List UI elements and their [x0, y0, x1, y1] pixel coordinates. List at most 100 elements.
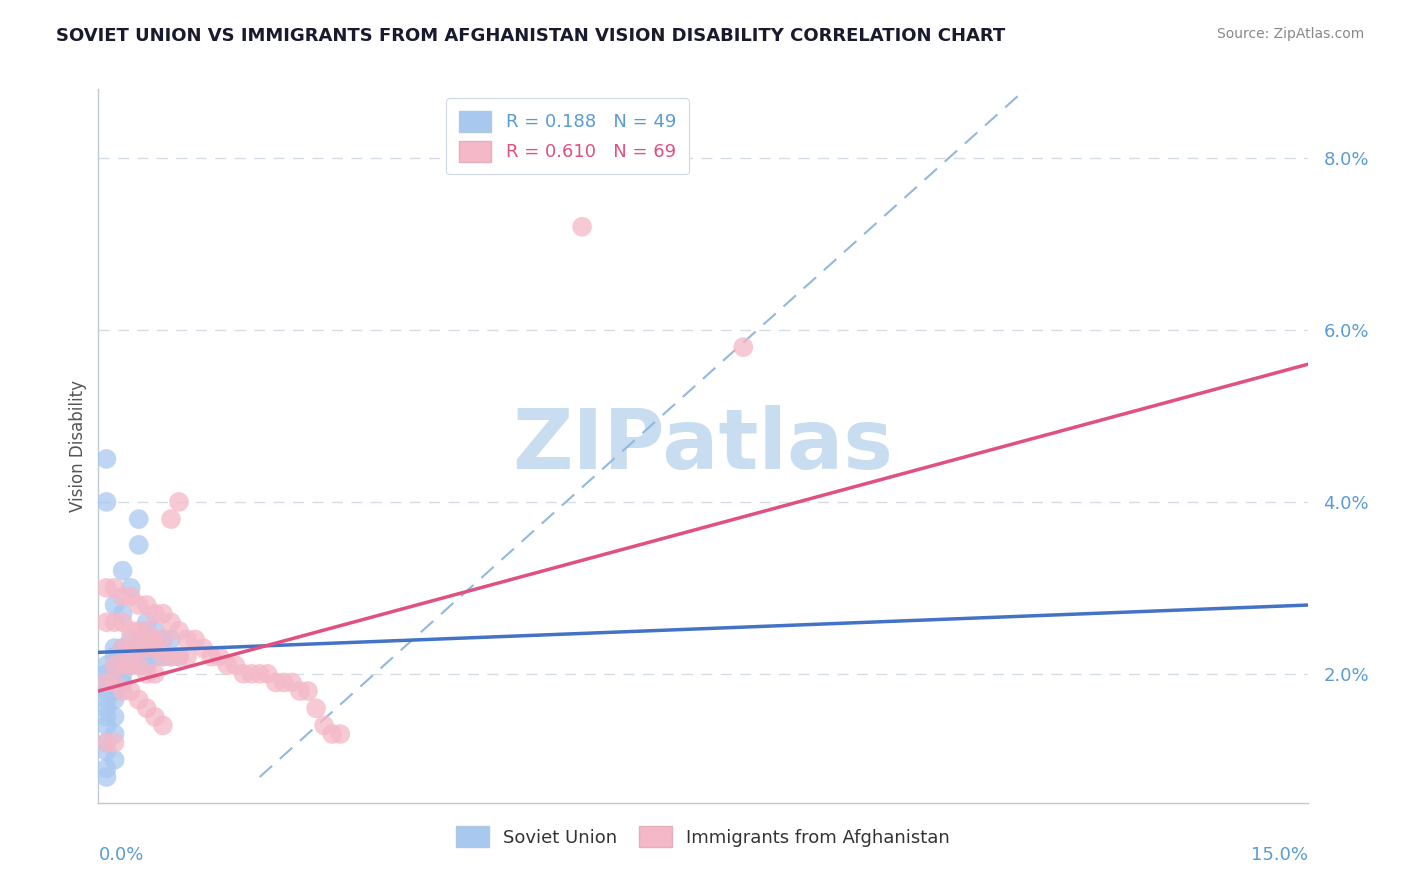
Point [103, 675, 125, 690]
Point [120, 632, 142, 647]
Text: ZIPatlas: ZIPatlas [513, 406, 893, 486]
Point [103, 710, 125, 724]
Point [103, 736, 125, 750]
Point [143, 666, 166, 681]
Point [160, 615, 183, 630]
Point [160, 649, 183, 664]
Point [135, 641, 157, 656]
Point [176, 632, 198, 647]
Point [264, 675, 287, 690]
Point [96, 675, 118, 690]
Point [103, 649, 125, 664]
Point [111, 641, 134, 656]
Point [305, 701, 328, 715]
Point [167, 495, 190, 509]
Point [96, 736, 118, 750]
Point [96, 770, 118, 784]
Point [96, 684, 118, 698]
Point [152, 607, 174, 621]
Point [143, 632, 166, 647]
Point [96, 701, 118, 715]
Point [249, 666, 271, 681]
Point [314, 718, 336, 732]
Point [160, 512, 183, 526]
Point [111, 607, 134, 621]
Point [96, 495, 118, 509]
Point [135, 701, 157, 715]
Point [167, 649, 190, 664]
Legend: Soviet Union, Immigrants from Afghanistan: Soviet Union, Immigrants from Afghanista… [446, 815, 960, 858]
Point [103, 727, 125, 741]
Point [96, 736, 118, 750]
Point [184, 632, 207, 647]
Point [193, 641, 215, 656]
Point [208, 649, 231, 664]
Point [103, 666, 125, 681]
Point [240, 666, 263, 681]
Text: 0.0%: 0.0% [98, 846, 143, 863]
Point [111, 641, 134, 656]
Point [288, 684, 311, 698]
Point [232, 666, 254, 681]
Point [96, 581, 118, 595]
Point [281, 675, 304, 690]
Point [321, 727, 343, 741]
Point [103, 753, 125, 767]
Point [273, 675, 295, 690]
Point [111, 658, 134, 673]
Point [96, 675, 118, 690]
Point [103, 641, 125, 656]
Point [96, 718, 118, 732]
Point [120, 658, 142, 673]
Point [167, 649, 190, 664]
Point [128, 512, 150, 526]
Point [96, 710, 118, 724]
Point [111, 615, 134, 630]
Point [111, 564, 134, 578]
Point [224, 658, 246, 673]
Point [128, 538, 150, 552]
Point [135, 624, 157, 638]
Point [256, 666, 278, 681]
Point [152, 718, 174, 732]
Point [135, 615, 157, 630]
Point [103, 675, 125, 690]
Point [103, 598, 125, 612]
Point [128, 641, 150, 656]
Point [152, 632, 174, 647]
Point [571, 219, 593, 234]
Point [143, 641, 166, 656]
Point [128, 658, 150, 673]
Point [111, 666, 134, 681]
Point [143, 607, 166, 621]
Point [96, 451, 118, 466]
Point [103, 658, 125, 673]
Point [111, 590, 134, 604]
Text: 15.0%: 15.0% [1250, 846, 1308, 863]
Point [111, 684, 134, 698]
Point [111, 658, 134, 673]
Point [135, 598, 157, 612]
Point [120, 624, 142, 638]
Point [120, 658, 142, 673]
Point [96, 658, 118, 673]
Point [200, 649, 222, 664]
Point [176, 649, 198, 664]
Point [103, 615, 125, 630]
Point [96, 666, 118, 681]
Text: Source: ZipAtlas.com: Source: ZipAtlas.com [1216, 27, 1364, 41]
Point [120, 581, 142, 595]
Point [128, 658, 150, 673]
Point [120, 590, 142, 604]
Point [152, 649, 174, 664]
Point [96, 744, 118, 758]
Point [111, 675, 134, 690]
Point [160, 649, 183, 664]
Point [217, 658, 239, 673]
Point [96, 761, 118, 775]
Point [135, 641, 157, 656]
Point [128, 641, 150, 656]
Point [143, 649, 166, 664]
Point [128, 624, 150, 638]
Point [120, 641, 142, 656]
